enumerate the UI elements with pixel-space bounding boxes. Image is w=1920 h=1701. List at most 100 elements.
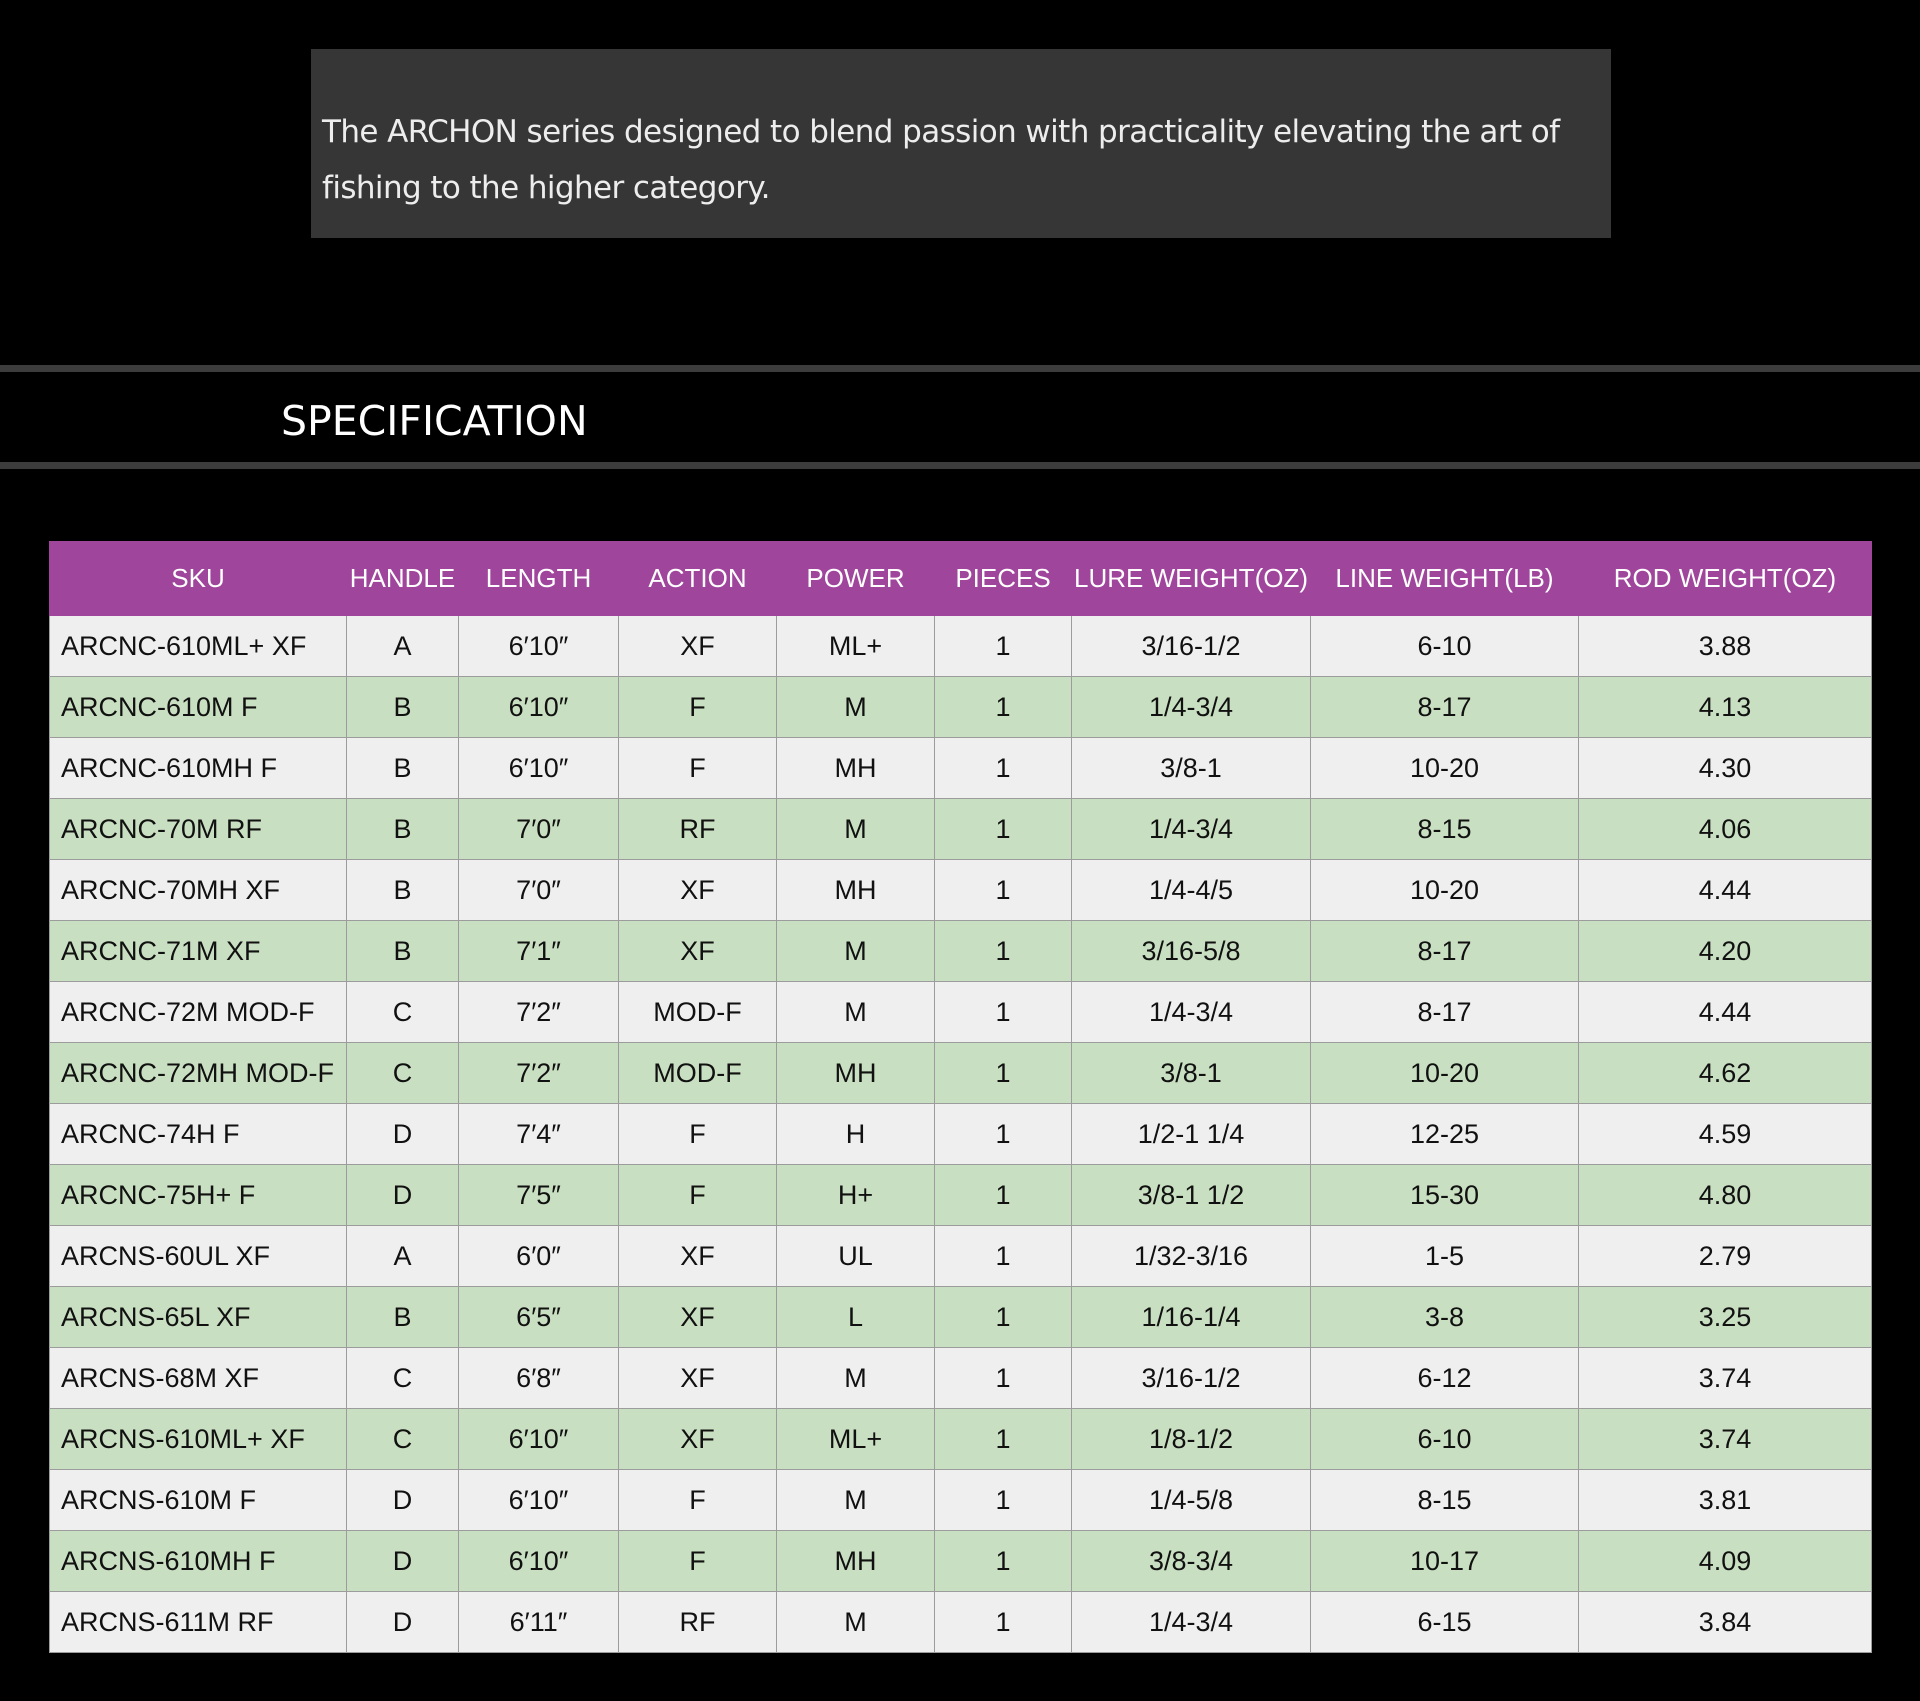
- handle-cell: D: [346, 1103, 459, 1165]
- length-cell: 6′10″: [458, 1408, 619, 1470]
- table-row: ARCNC-75H+ F D 7′5″ F H+ 1 3/8-1 1/2 15-30 4.80: [49, 1164, 1872, 1226]
- table-row: ARCNC-610ML+ XF A 6′10″ XF ML+ 1 3/16-1/2 6-10 3…: [49, 615, 1872, 677]
- sku-cell: ARCNC-74H F: [49, 1103, 347, 1165]
- sku-cell: ARCNC-72MH MOD-F: [49, 1042, 347, 1104]
- line-weight-cell: 8-15: [1310, 1469, 1579, 1531]
- column-header-power: POWER: [776, 541, 935, 616]
- column-header-lure-weight: LURE WEIGHT(OZ): [1071, 541, 1311, 616]
- lure-weight-cell: 1/4-3/4: [1071, 798, 1311, 860]
- length-cell: 7′2″: [458, 1042, 619, 1104]
- table-row: ARCNS-68M XF C 6′8″ XF M 1 3/16-1/2 6-12 3.74: [49, 1347, 1872, 1409]
- action-cell: XF: [618, 1225, 777, 1287]
- action-cell: F: [618, 1103, 777, 1165]
- action-cell: XF: [618, 859, 777, 921]
- rod-weight-cell: 4.59: [1578, 1103, 1872, 1165]
- sku-cell: ARCNC-71M XF: [49, 920, 347, 982]
- line-weight-cell: 8-15: [1310, 798, 1579, 860]
- pieces-cell: 1: [934, 1164, 1072, 1226]
- handle-cell: B: [346, 1286, 459, 1348]
- pieces-cell: 1: [934, 1469, 1072, 1531]
- pieces-cell: 1: [934, 1347, 1072, 1409]
- length-cell: 6′11″: [458, 1591, 619, 1653]
- table-row: ARCNC-70M RF B 7′0″ RF M 1 1/4-3/4 8-15 4.06: [49, 798, 1872, 860]
- handle-cell: D: [346, 1469, 459, 1531]
- power-cell: MH: [776, 859, 935, 921]
- sku-cell: ARCNC-72M MOD-F: [49, 981, 347, 1043]
- power-cell: M: [776, 1347, 935, 1409]
- action-cell: MOD-F: [618, 1042, 777, 1104]
- table-row: ARCNC-610MH F B 6′10″ F MH 1 3/8-1 10-20 4.30: [49, 737, 1872, 799]
- table-row: ARCNS-611M RF D 6′11″ RF M 1 1/4-3/4 6-15 3.84: [49, 1591, 1872, 1653]
- lure-weight-cell: 1/4-3/4: [1071, 676, 1311, 738]
- handle-cell: C: [346, 1408, 459, 1470]
- table-row: ARCNC-610M F B 6′10″ F M 1 1/4-3/4 8-17 4.13: [49, 676, 1872, 738]
- line-weight-cell: 6-10: [1310, 1408, 1579, 1470]
- pieces-cell: 1: [934, 1042, 1072, 1104]
- line-weight-cell: 6-12: [1310, 1347, 1579, 1409]
- sku-cell: ARCNS-60UL XF: [49, 1225, 347, 1287]
- column-header-action: ACTION: [618, 541, 777, 616]
- lure-weight-cell: 1/4-3/4: [1071, 981, 1311, 1043]
- power-cell: M: [776, 1591, 935, 1653]
- rod-weight-cell: 4.06: [1578, 798, 1872, 860]
- column-header-length: LENGTH: [458, 541, 619, 616]
- lure-weight-cell: 1/32-3/16: [1071, 1225, 1311, 1287]
- table-row: ARCNS-610M F D 6′10″ F M 1 1/4-5/8 8-15 3.81: [49, 1469, 1872, 1531]
- line-weight-cell: 8-17: [1310, 676, 1579, 738]
- intro-text: The ARCHON series designed to blend pass…: [322, 114, 1560, 206]
- column-header-handle: HANDLE: [346, 541, 459, 616]
- handle-cell: B: [346, 798, 459, 860]
- line-weight-cell: 12-25: [1310, 1103, 1579, 1165]
- action-cell: RF: [618, 1591, 777, 1653]
- sku-cell: ARCNS-610M F: [49, 1469, 347, 1531]
- lure-weight-cell: 3/8-1: [1071, 737, 1311, 799]
- lure-weight-cell: 1/2-1 1/4: [1071, 1103, 1311, 1165]
- table-row: ARCNC-71M XF B 7′1″ XF M 1 3/16-5/8 8-17 4.20: [49, 920, 1872, 982]
- line-weight-cell: 10-20: [1310, 1042, 1579, 1104]
- handle-cell: B: [346, 920, 459, 982]
- rod-weight-cell: 4.09: [1578, 1530, 1872, 1592]
- line-weight-cell: 10-20: [1310, 859, 1579, 921]
- handle-cell: D: [346, 1591, 459, 1653]
- pieces-cell: 1: [934, 1286, 1072, 1348]
- handle-cell: D: [346, 1164, 459, 1226]
- length-cell: 7′1″: [458, 920, 619, 982]
- rod-weight-cell: 4.44: [1578, 981, 1872, 1043]
- length-cell: 7′2″: [458, 981, 619, 1043]
- line-weight-cell: 6-10: [1310, 615, 1579, 677]
- action-cell: XF: [618, 920, 777, 982]
- power-cell: H: [776, 1103, 935, 1165]
- length-cell: 7′5″: [458, 1164, 619, 1226]
- lure-weight-cell: 3/8-3/4: [1071, 1530, 1311, 1592]
- length-cell: 7′0″: [458, 798, 619, 860]
- column-header-pieces: PIECES: [934, 541, 1072, 616]
- power-cell: ML+: [776, 1408, 935, 1470]
- pieces-cell: 1: [934, 737, 1072, 799]
- length-cell: 6′0″: [458, 1225, 619, 1287]
- handle-cell: C: [346, 1347, 459, 1409]
- length-cell: 6′8″: [458, 1347, 619, 1409]
- power-cell: MH: [776, 1530, 935, 1592]
- pieces-cell: 1: [934, 676, 1072, 738]
- handle-cell: C: [346, 1042, 459, 1104]
- table-row: ARCNC-72M MOD-F C 7′2″ MOD-F M 1 1/4-3/4 8-17 4.…: [49, 981, 1872, 1043]
- rod-weight-cell: 3.74: [1578, 1408, 1872, 1470]
- line-weight-cell: 8-17: [1310, 981, 1579, 1043]
- table-row: ARCNS-60UL XF A 6′0″ XF UL 1 1/32-3/16 1-5 2.79: [49, 1225, 1872, 1287]
- rod-weight-cell: 4.62: [1578, 1042, 1872, 1104]
- power-cell: L: [776, 1286, 935, 1348]
- lure-weight-cell: 1/4-4/5: [1071, 859, 1311, 921]
- sku-cell: ARCNC-610MH F: [49, 737, 347, 799]
- length-cell: 6′10″: [458, 615, 619, 677]
- rod-weight-cell: 3.84: [1578, 1591, 1872, 1653]
- action-cell: XF: [618, 1408, 777, 1470]
- line-weight-cell: 3-8: [1310, 1286, 1579, 1348]
- lure-weight-cell: 3/16-1/2: [1071, 1347, 1311, 1409]
- length-cell: 6′10″: [458, 1469, 619, 1531]
- column-header-rod-weight: ROD WEIGHT(OZ): [1578, 541, 1872, 616]
- action-cell: F: [618, 1469, 777, 1531]
- rod-weight-cell: 4.20: [1578, 920, 1872, 982]
- handle-cell: B: [346, 859, 459, 921]
- handle-cell: B: [346, 737, 459, 799]
- rod-weight-cell: 3.88: [1578, 615, 1872, 677]
